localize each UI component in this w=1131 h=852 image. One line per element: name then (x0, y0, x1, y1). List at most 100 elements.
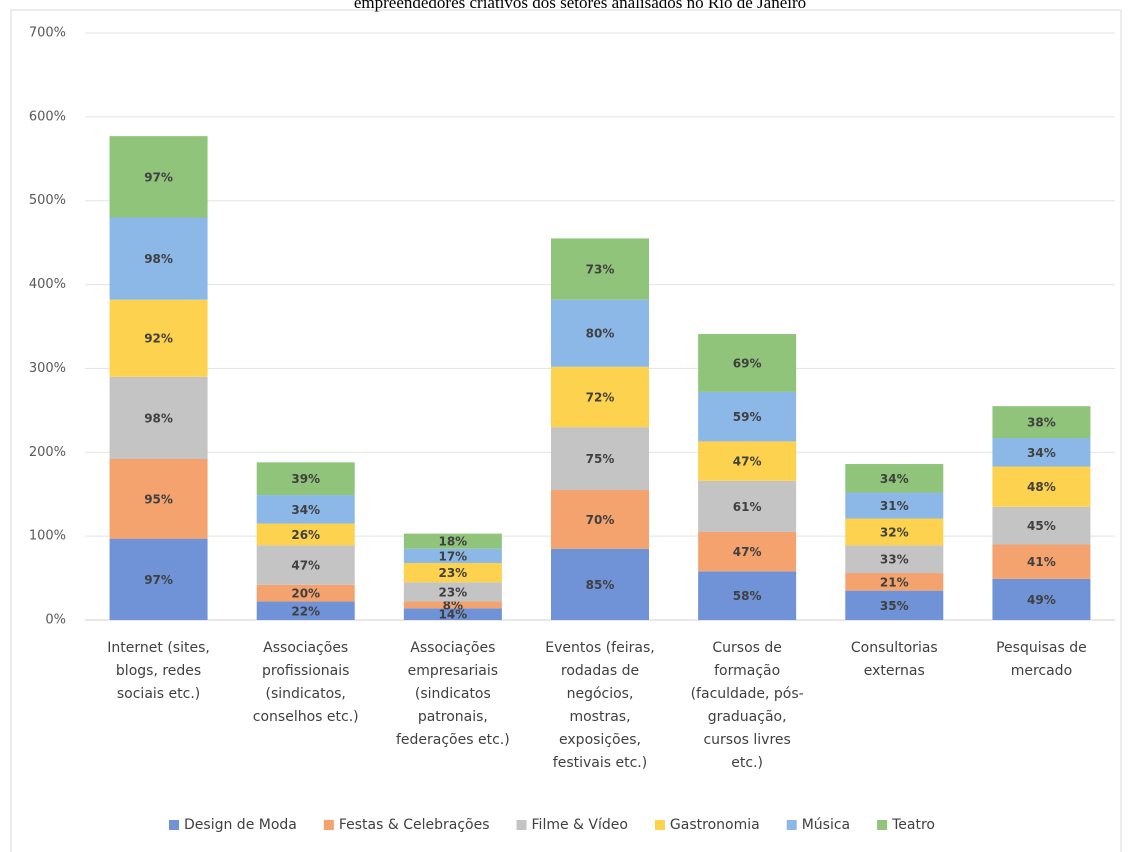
data-label: 61% (733, 500, 762, 514)
bar-segment (109, 376, 208, 459)
legend-swatch (323, 820, 334, 830)
bar-segment (992, 466, 1091, 507)
data-label: 92% (144, 332, 173, 346)
data-label: 48% (1027, 480, 1056, 494)
bar-segment (698, 480, 797, 532)
bar-segment (992, 578, 1091, 620)
bar-segment (109, 299, 208, 377)
x-tick-label: Cursos de formação (faculdade, pós- grad… (690, 640, 804, 771)
bar-segment (551, 238, 649, 300)
bar-segment (551, 366, 649, 428)
data-label: 98% (144, 252, 173, 266)
data-label: 35% (880, 599, 909, 613)
bar-segment (256, 545, 355, 585)
bar-segment (109, 458, 208, 539)
x-tick-label: Eventos (feiras, rodadas de negócios, mo… (545, 640, 655, 771)
legend-label: Gastronomia (670, 817, 760, 833)
legend-label: Música (802, 817, 850, 833)
legend-swatch (516, 820, 527, 830)
x-tick-label: Associações empresariais (sindicatos pat… (395, 640, 510, 748)
data-label: 8% (443, 598, 463, 612)
bar-segment (109, 217, 208, 300)
data-label: 32% (880, 525, 909, 539)
bar-segment (698, 441, 797, 481)
legend-label: Filme & Vídeo (532, 817, 628, 833)
data-label: 70% (586, 513, 615, 527)
bar-segment (992, 506, 1091, 545)
x-tick-label: Internet (sites, blogs, redes sociais et… (107, 640, 210, 702)
bar-segment (403, 533, 502, 549)
y-tick-label: 300% (29, 361, 66, 376)
bar-segment (845, 573, 944, 591)
data-label: 17% (438, 549, 467, 563)
bar-segment (403, 562, 502, 583)
data-label: 97% (144, 170, 173, 184)
data-label: 80% (586, 327, 615, 341)
bar-segment (551, 427, 649, 491)
legend-label: Design de Moda (184, 817, 297, 833)
data-label: 34% (880, 472, 909, 486)
data-label: 34% (291, 503, 320, 517)
legend-swatch (654, 820, 665, 830)
y-tick-label: 0% (45, 613, 66, 628)
y-tick-label: 600% (29, 109, 66, 124)
bar-segment (109, 538, 208, 620)
y-tick-label: 100% (29, 529, 66, 544)
data-label: 23% (438, 585, 467, 599)
data-label: 47% (733, 455, 762, 469)
bar-segment (698, 571, 797, 620)
data-label: 18% (438, 535, 467, 549)
y-tick-label: 400% (29, 277, 66, 292)
data-label: 49% (1027, 593, 1056, 607)
bar-segment (845, 590, 944, 620)
x-tick-label: Associações profissionais (sindicatos, c… (252, 640, 359, 725)
data-label: 39% (291, 472, 320, 486)
chart-frame (10, 9, 1122, 852)
bar-segment (992, 406, 1091, 439)
bar-segment (698, 531, 797, 572)
data-label: 34% (1027, 446, 1056, 460)
data-label: 33% (880, 553, 909, 567)
bar-segment (403, 601, 502, 609)
data-label: 72% (586, 390, 615, 404)
bar-segment (845, 492, 944, 519)
data-label: 23% (438, 566, 467, 580)
data-label: 97% (144, 573, 173, 587)
bar-segment (551, 548, 649, 620)
data-label: 20% (291, 587, 320, 601)
bar-segment (256, 495, 355, 524)
bar-segment (992, 544, 1091, 579)
data-label: 69% (733, 356, 762, 370)
data-label: 26% (291, 528, 320, 542)
data-label: 73% (586, 263, 615, 277)
data-label: 41% (1027, 555, 1056, 569)
data-label: 21% (880, 575, 909, 589)
bar-segment (551, 490, 649, 549)
data-label: 47% (291, 559, 320, 573)
bar-segment (698, 391, 797, 442)
bar-segment (109, 136, 208, 218)
data-label: 98% (144, 411, 173, 425)
bar-segment (256, 601, 355, 620)
data-label: 85% (586, 578, 615, 592)
bar-segment (256, 523, 355, 546)
x-tick-label: Pesquisas de mercado (996, 640, 1087, 679)
data-label: 31% (880, 499, 909, 513)
data-label: 58% (733, 589, 762, 603)
legend-label: Festas & Celebrações (339, 817, 490, 833)
bar-segment (992, 438, 1091, 467)
bar-segment (256, 584, 355, 602)
y-tick-label: 200% (29, 445, 66, 460)
data-label: 75% (586, 452, 615, 466)
x-tick-label: Consultorias externas (850, 640, 938, 679)
bar-segment (845, 518, 944, 546)
data-label: 14% (438, 608, 467, 622)
data-label: 38% (1027, 416, 1056, 430)
legend-label: Teatro (891, 817, 935, 833)
data-label: 95% (144, 492, 173, 506)
bar-segment (551, 299, 649, 367)
bar-segment (845, 464, 944, 493)
y-tick-label: 500% (29, 193, 66, 208)
